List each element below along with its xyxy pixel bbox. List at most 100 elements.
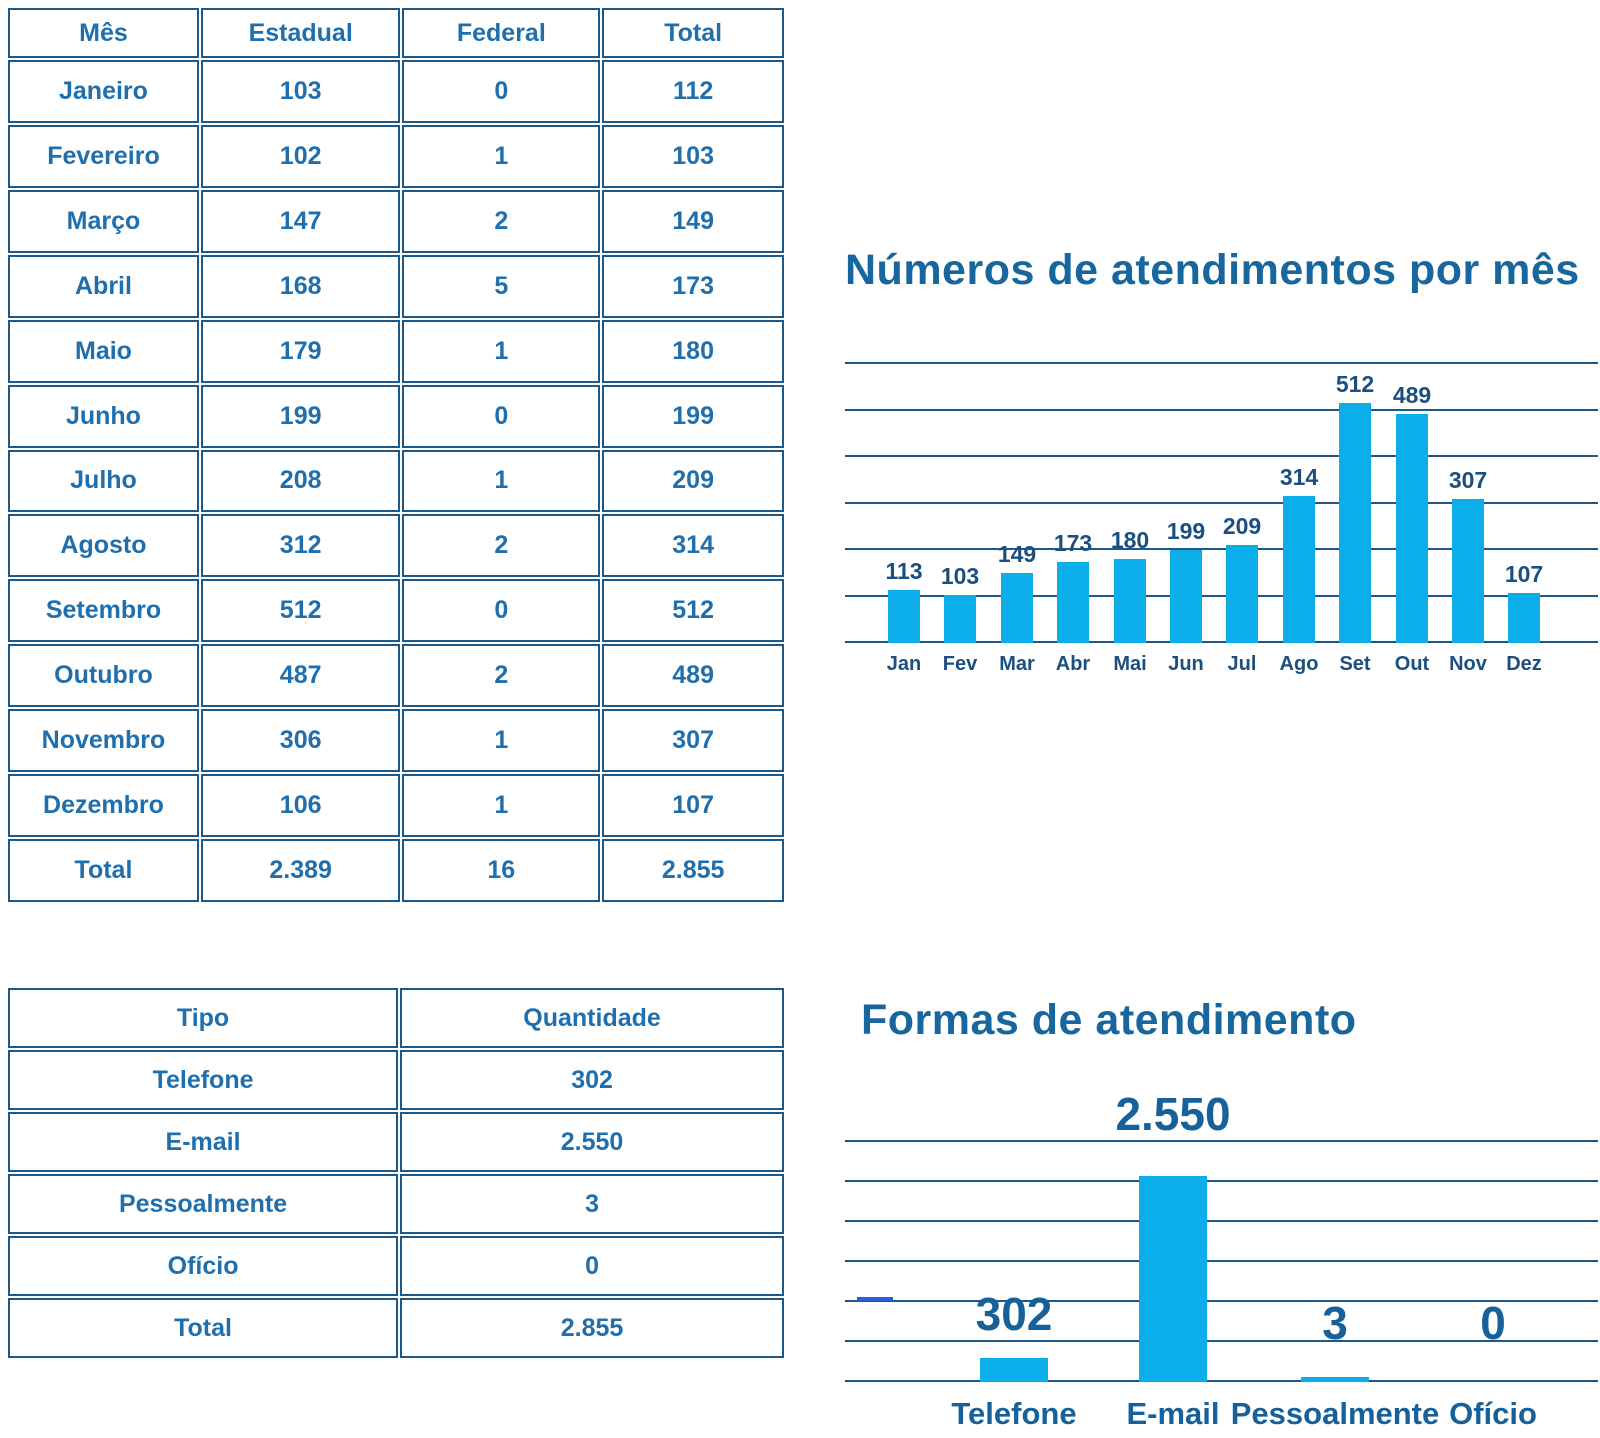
table-total-row: Total 2.389 16 2.855 [8,839,784,902]
gridline [845,595,1598,597]
table-row: Ofício 0 [8,1236,784,1296]
gridline [845,362,1598,364]
table-cell: 199 [200,384,401,448]
attendance-type-table: Tipo Quantidade Telefone 302 E-mail 2.550 Pess… [6,986,786,1360]
x-axis-label: Ofício [1449,1396,1537,1431]
bar-value-label: 512 [1335,371,1375,397]
table-cell: 302 [400,1050,784,1110]
bar-e-mail [1139,1176,1207,1382]
table-cell: 512 [602,579,784,643]
bar-value-label: 103 [940,563,980,589]
bar-value-label: 0 [1480,1297,1506,1349]
attendance-channels-chart: 302 Telefone 2.550 E-mail 3 Pessoalmente 0 Ofíc… [845,1088,1598,1431]
table-cell: 2.855 [400,1298,784,1358]
bar-abr [1057,562,1089,643]
table-cell: Novembro [8,709,199,773]
table-cell: 307 [602,709,784,773]
x-axis-label: Telefone [951,1396,1077,1431]
table-total-row: Total 2.855 [8,1298,784,1358]
table-cell: 0 [400,1236,784,1296]
table-cell: 2.550 [400,1112,784,1172]
bar-dez [1508,593,1540,643]
table-row: Setembro 512 0 512 [8,579,784,643]
table-cell: 0 [402,579,601,643]
table-row: Abril 168 5 173 [8,254,784,318]
x-axis-label: Abr [1055,653,1091,675]
table-cell: 2 [402,189,601,253]
y-axis-tick [857,1297,893,1301]
table-cell: 2 [402,644,601,708]
x-axis-label: E-mail [1126,1396,1220,1431]
gridline [845,1140,1598,1142]
table-cell: 102 [200,124,401,188]
table-cell: 487 [200,644,401,708]
table-cell: 149 [602,189,784,253]
table-cell: Outubro [8,644,199,708]
table-cell: Tipo [8,988,399,1048]
table-row: Julho 208 1 209 [8,449,784,513]
table-cell: 512 [200,579,401,643]
table-cell: Dezembro [8,774,199,838]
table-cell: Fevereiro [8,124,199,188]
table-row: Fevereiro 102 1 103 [8,124,784,188]
bar-value-label: 302 [975,1288,1053,1340]
table-cell: 2.389 [200,839,401,902]
gridline [845,1340,1598,1342]
x-axis-label: Dez [1506,653,1542,675]
table-cell: Janeiro [8,60,199,123]
bar-out [1396,414,1428,643]
table-row: Janeiro 103 0 112 [8,60,784,123]
table-header-row: Mês Estadual Federal Total [8,8,784,58]
bar-telefone [980,1358,1048,1382]
table-row: Pessoalmente 3 [8,1174,784,1234]
table-cell: 107 [602,774,784,838]
x-axis-label: Pessoalmente [1230,1396,1440,1431]
table-cell: 0 [402,384,601,448]
bar-ago [1283,496,1315,643]
table-cell: 1 [402,124,601,188]
table-cell: Abril [8,254,199,318]
x-axis-label: Mai [1113,653,1147,675]
bar-jul [1226,545,1258,643]
table-cell: 489 [602,644,784,708]
table-cell: 208 [200,449,401,513]
bar-jan [888,590,920,643]
table-cell: Maio [8,319,199,383]
table-cell: 2.855 [602,839,784,902]
gridline [845,548,1598,550]
x-axis-label: Mar [999,653,1035,675]
table-cell: 147 [200,189,401,253]
table-row: Telefone 302 [8,1050,784,1110]
table-cell: 2 [402,514,601,578]
table-cell: 0 [402,60,601,123]
table-cell: 103 [602,124,784,188]
table-cell: Junho [8,384,199,448]
table-cell: Estadual [200,8,401,58]
table-cell: Total [602,8,784,58]
gridline [845,502,1598,504]
bar-value-label: 149 [997,541,1037,567]
x-axis-label: Jul [1227,653,1257,675]
table-cell: 312 [200,514,401,578]
table-cell: 3 [400,1174,784,1234]
x-axis-label: Jan [886,653,922,675]
x-axis-label: Set [1339,653,1371,675]
table-cell: Pessoalmente [8,1174,399,1234]
x-axis-label: Nov [1449,653,1487,675]
bar-value-label: 307 [1448,467,1488,493]
monthly-chart-title: Números de atendimentos por mês [845,246,1580,294]
table-cell: Ofício [8,1236,399,1296]
table-row: Dezembro 106 1 107 [8,774,784,838]
table-row: Agosto 312 2 314 [8,514,784,578]
table-cell: 1 [402,449,601,513]
bar-value-label: 3 [1322,1297,1348,1349]
table-cell: 314 [602,514,784,578]
x-axis-label: Fev [942,653,978,675]
table-cell: 179 [200,319,401,383]
gridline [845,455,1598,457]
table-row: Novembro 306 1 307 [8,709,784,773]
bar-value-label: 180 [1110,527,1150,553]
table-cell: 1 [402,709,601,773]
bar-value-label: 173 [1053,530,1093,556]
